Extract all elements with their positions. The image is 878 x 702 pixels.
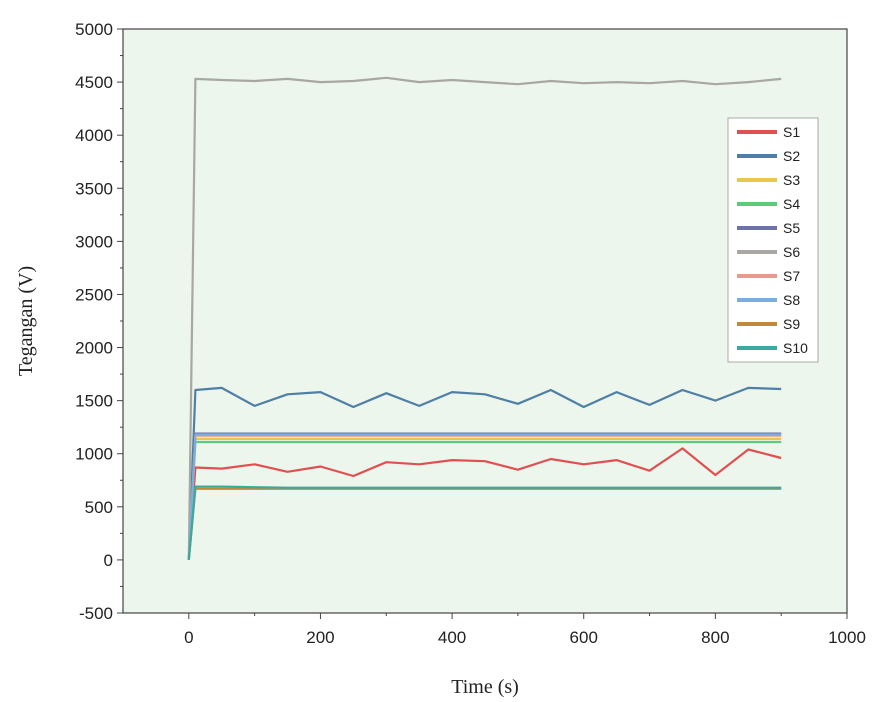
series-line-s3 xyxy=(187,437,782,560)
x-axis-ticks: 0 200 400 600 800 1000 xyxy=(184,613,866,647)
y-tick-label: 2000 xyxy=(75,339,113,358)
series-line-s1 xyxy=(187,447,782,560)
legend-label: S8 xyxy=(783,292,800,308)
x-tick-label: 400 xyxy=(438,628,466,647)
plot-area xyxy=(122,28,848,614)
y-tick-label: -500 xyxy=(79,604,113,623)
x-tick-label: 800 xyxy=(701,628,729,647)
series-line-s8 xyxy=(187,433,782,560)
y-tick-label: 3000 xyxy=(75,232,113,251)
legend: S1 S2 S3 S4 S5 S6 S7 S8 S9 S10 xyxy=(727,117,819,363)
y-tick-label: 500 xyxy=(85,498,113,517)
series-layer xyxy=(187,76,782,561)
legend-label: S7 xyxy=(783,268,800,284)
y-tick-label: 1000 xyxy=(75,445,113,464)
x-tick-label: 200 xyxy=(306,628,334,647)
x-tick-label: 600 xyxy=(570,628,598,647)
legend-label: S5 xyxy=(783,220,800,236)
y-tick-label: 2500 xyxy=(75,285,113,304)
series-line-s6 xyxy=(187,76,782,560)
x-tick-label: 0 xyxy=(184,628,193,647)
legend-label: S9 xyxy=(783,316,800,332)
legend-box xyxy=(727,117,819,363)
y-axis-label: Tegangan (V) xyxy=(15,266,37,376)
x-axis-label: Time (s) xyxy=(451,676,519,698)
x-tick-label: 1000 xyxy=(828,628,866,647)
y-axis-ticks: -500 0 500 1000 1500 2000 2500 3000 3500 4000 4500… xyxy=(75,20,123,623)
series-line-s4 xyxy=(187,440,782,560)
y-tick-label: 5000 xyxy=(75,20,113,39)
y-tick-label: 0 xyxy=(104,551,113,570)
legend-label: S6 xyxy=(783,244,800,260)
y-tick-label: 4000 xyxy=(75,126,113,145)
legend-label: S3 xyxy=(783,172,800,188)
y-tick-label: 1500 xyxy=(75,392,113,411)
series-line-s2 xyxy=(187,386,782,560)
legend-label: S10 xyxy=(783,340,808,356)
legend-label: S4 xyxy=(783,196,800,212)
legend-label: S2 xyxy=(783,148,800,164)
y-tick-label: 4500 xyxy=(75,73,113,92)
y-tick-label: 3500 xyxy=(75,179,113,198)
legend-label: S1 xyxy=(783,124,800,140)
series-line-s10 xyxy=(187,485,782,560)
